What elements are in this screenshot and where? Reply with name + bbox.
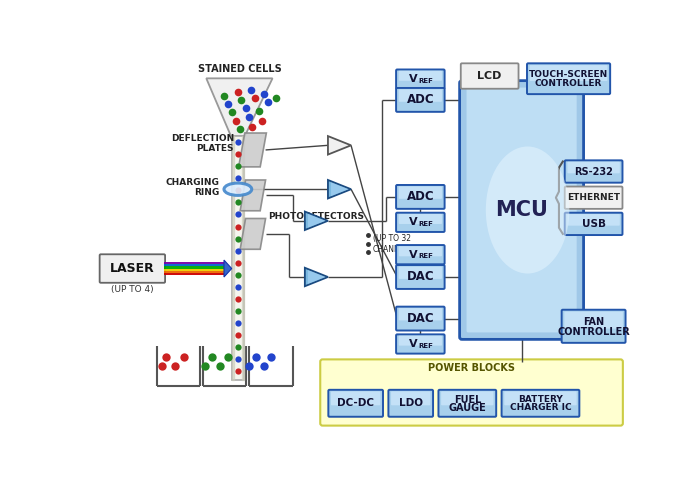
FancyBboxPatch shape xyxy=(396,245,444,264)
Text: STAINED CELLS: STAINED CELLS xyxy=(197,65,281,74)
Polygon shape xyxy=(206,78,272,136)
FancyBboxPatch shape xyxy=(396,185,444,209)
Text: LASER: LASER xyxy=(110,262,155,275)
FancyBboxPatch shape xyxy=(396,213,444,232)
Polygon shape xyxy=(240,219,265,249)
Polygon shape xyxy=(331,182,349,196)
FancyBboxPatch shape xyxy=(527,63,610,94)
Text: V: V xyxy=(409,217,417,227)
FancyBboxPatch shape xyxy=(396,88,444,112)
Text: POWER BLOCKS: POWER BLOCKS xyxy=(428,363,515,373)
FancyBboxPatch shape xyxy=(399,214,442,224)
Text: V: V xyxy=(409,250,417,260)
Text: FAN: FAN xyxy=(583,317,604,327)
FancyBboxPatch shape xyxy=(561,310,626,343)
FancyBboxPatch shape xyxy=(396,69,444,89)
Ellipse shape xyxy=(224,183,252,195)
Text: ADC: ADC xyxy=(407,93,434,106)
Text: DAC: DAC xyxy=(407,312,434,325)
Text: USB: USB xyxy=(582,219,606,229)
FancyBboxPatch shape xyxy=(565,187,622,209)
FancyBboxPatch shape xyxy=(530,65,608,81)
Polygon shape xyxy=(328,180,351,198)
Text: LDO: LDO xyxy=(399,399,423,408)
Text: BATTERY: BATTERY xyxy=(518,395,563,404)
Text: DC-DC: DC-DC xyxy=(337,399,374,408)
Text: (UP TO 4): (UP TO 4) xyxy=(111,285,154,295)
Text: TOUCH-SCREEN: TOUCH-SCREEN xyxy=(529,70,608,79)
Text: ADC: ADC xyxy=(407,191,434,204)
FancyBboxPatch shape xyxy=(331,391,380,405)
Text: PHOTODETECTORS: PHOTODETECTORS xyxy=(268,212,364,222)
FancyBboxPatch shape xyxy=(399,71,442,81)
Text: RS-232: RS-232 xyxy=(574,167,613,176)
Text: ETHERNET: ETHERNET xyxy=(567,193,620,202)
Text: MCU: MCU xyxy=(495,200,548,220)
FancyBboxPatch shape xyxy=(391,391,430,405)
Text: LCD: LCD xyxy=(477,71,502,81)
Text: GAUGE: GAUGE xyxy=(449,403,486,413)
Text: REF: REF xyxy=(418,221,433,227)
Polygon shape xyxy=(239,133,266,167)
FancyBboxPatch shape xyxy=(399,266,442,279)
FancyBboxPatch shape xyxy=(502,390,580,417)
Polygon shape xyxy=(304,211,328,230)
Polygon shape xyxy=(224,260,232,277)
FancyBboxPatch shape xyxy=(389,390,433,417)
Text: DAC: DAC xyxy=(407,271,434,283)
Polygon shape xyxy=(328,136,351,155)
FancyBboxPatch shape xyxy=(396,334,444,354)
FancyBboxPatch shape xyxy=(399,89,442,102)
FancyBboxPatch shape xyxy=(399,246,442,256)
FancyBboxPatch shape xyxy=(466,87,577,332)
FancyBboxPatch shape xyxy=(396,307,444,330)
FancyBboxPatch shape xyxy=(460,81,584,339)
Polygon shape xyxy=(308,214,326,228)
FancyBboxPatch shape xyxy=(399,308,442,320)
FancyBboxPatch shape xyxy=(568,214,620,226)
Text: REF: REF xyxy=(418,78,433,84)
Bar xyxy=(232,136,244,380)
FancyBboxPatch shape xyxy=(504,391,577,405)
Text: REF: REF xyxy=(418,253,433,259)
FancyBboxPatch shape xyxy=(328,390,383,417)
Polygon shape xyxy=(308,270,326,284)
Text: CONTROLLER: CONTROLLER xyxy=(557,327,630,337)
Text: CONTROLLER: CONTROLLER xyxy=(535,79,602,88)
Polygon shape xyxy=(304,268,328,286)
FancyBboxPatch shape xyxy=(399,336,442,346)
FancyBboxPatch shape xyxy=(461,63,519,89)
Ellipse shape xyxy=(486,146,569,274)
FancyBboxPatch shape xyxy=(399,187,442,199)
FancyBboxPatch shape xyxy=(438,390,496,417)
Text: V: V xyxy=(409,339,417,349)
Text: V: V xyxy=(409,74,417,84)
Text: DEFLECTION
PLATES: DEFLECTION PLATES xyxy=(171,134,234,154)
FancyBboxPatch shape xyxy=(568,162,620,174)
FancyBboxPatch shape xyxy=(396,265,444,289)
FancyBboxPatch shape xyxy=(99,254,165,283)
FancyBboxPatch shape xyxy=(565,213,622,235)
Polygon shape xyxy=(240,180,265,211)
FancyBboxPatch shape xyxy=(320,359,623,426)
FancyBboxPatch shape xyxy=(564,312,623,329)
Text: CHARGER IC: CHARGER IC xyxy=(510,403,571,412)
Text: CHARGING
RING: CHARGING RING xyxy=(165,178,219,197)
FancyBboxPatch shape xyxy=(441,391,494,405)
Text: (UP TO 32
CHANNELS): (UP TO 32 CHANNELS) xyxy=(372,234,417,254)
FancyBboxPatch shape xyxy=(565,160,622,183)
Text: REF: REF xyxy=(418,343,433,348)
Text: FUEL: FUEL xyxy=(454,395,481,404)
